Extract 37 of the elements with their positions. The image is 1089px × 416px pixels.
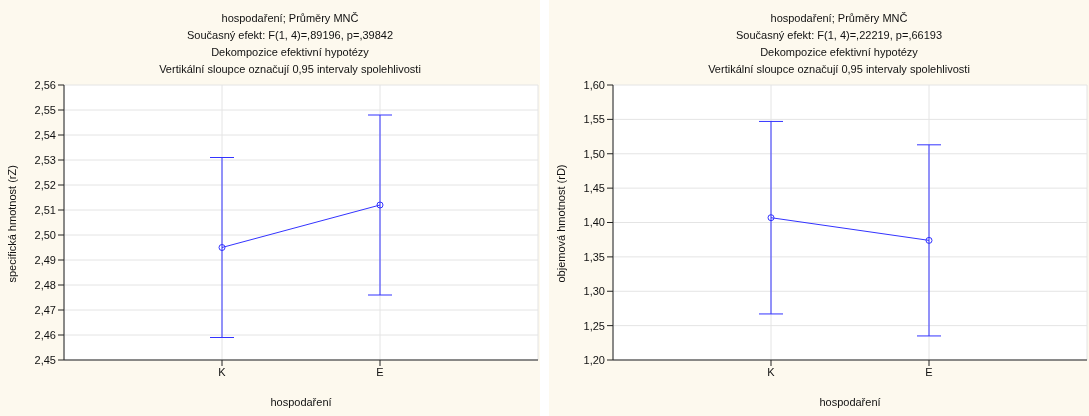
y-tick-label: 1,45 — [583, 182, 605, 195]
chart-title: hospodaření; Průměry MNČ — [220, 11, 360, 26]
y-axis-title: objemová hmotnost (rD) — [554, 164, 567, 283]
y-tick-label: 2,51 — [34, 203, 56, 216]
y-tick-label: 1,20 — [583, 353, 605, 366]
text: Dekompozice efektivní hypotézy — [759, 45, 919, 60]
chart-title: hospodaření; Průměry MNČ — [769, 11, 909, 26]
y-tick-label: 2,46 — [34, 328, 56, 341]
chart-subtitle: Současný efekt: F(1, 4)=,22219, p=,66193 — [734, 28, 944, 43]
y-tick-label: 2,49 — [34, 253, 56, 266]
y-tick-label: 2,52 — [34, 178, 56, 191]
x-tick-label: K — [218, 365, 227, 378]
x-tick-label: E — [376, 365, 384, 378]
y-tick-label: 1,35 — [583, 250, 605, 263]
y-tick-label: 2,53 — [34, 153, 56, 166]
x-tick-label: E — [925, 365, 933, 378]
chart-subtitle: Současný efekt: F(1, 4)=,89196, p=,39842 — [185, 28, 395, 43]
y-tick-label: 2,48 — [34, 278, 56, 291]
x-axis-title: hospodaření — [270, 396, 332, 408]
y-tick-label: 1,55 — [583, 113, 605, 126]
text: Vertikální sloupce označují 0,95 intervaly spolehlivosti — [158, 62, 422, 77]
y-tick-label: 1,30 — [583, 285, 605, 298]
x-tick-label: K — [767, 365, 776, 378]
y-axis-title: specifická hmotnost (rZ) — [5, 165, 18, 283]
x-axis-title: hospodaření — [819, 396, 881, 408]
y-tick-label: 1,25 — [583, 319, 605, 332]
y-tick-label: 2,54 — [34, 128, 56, 141]
text: Dekompozice efektivní hypotézy — [210, 45, 370, 60]
y-tick-label: 2,55 — [34, 103, 56, 116]
y-tick-label: 1,60 — [583, 78, 605, 91]
y-tick-label: 1,50 — [583, 147, 605, 160]
text: Vertikální sloupce označují 0,95 intervaly spolehlivosti — [707, 62, 971, 77]
y-tick-label: 2,45 — [34, 353, 56, 366]
y-tick-label: 2,50 — [34, 228, 56, 241]
y-tick-label: 1,40 — [583, 216, 605, 229]
y-tick-label: 2,56 — [34, 78, 56, 91]
y-tick-label: 2,47 — [34, 303, 56, 316]
